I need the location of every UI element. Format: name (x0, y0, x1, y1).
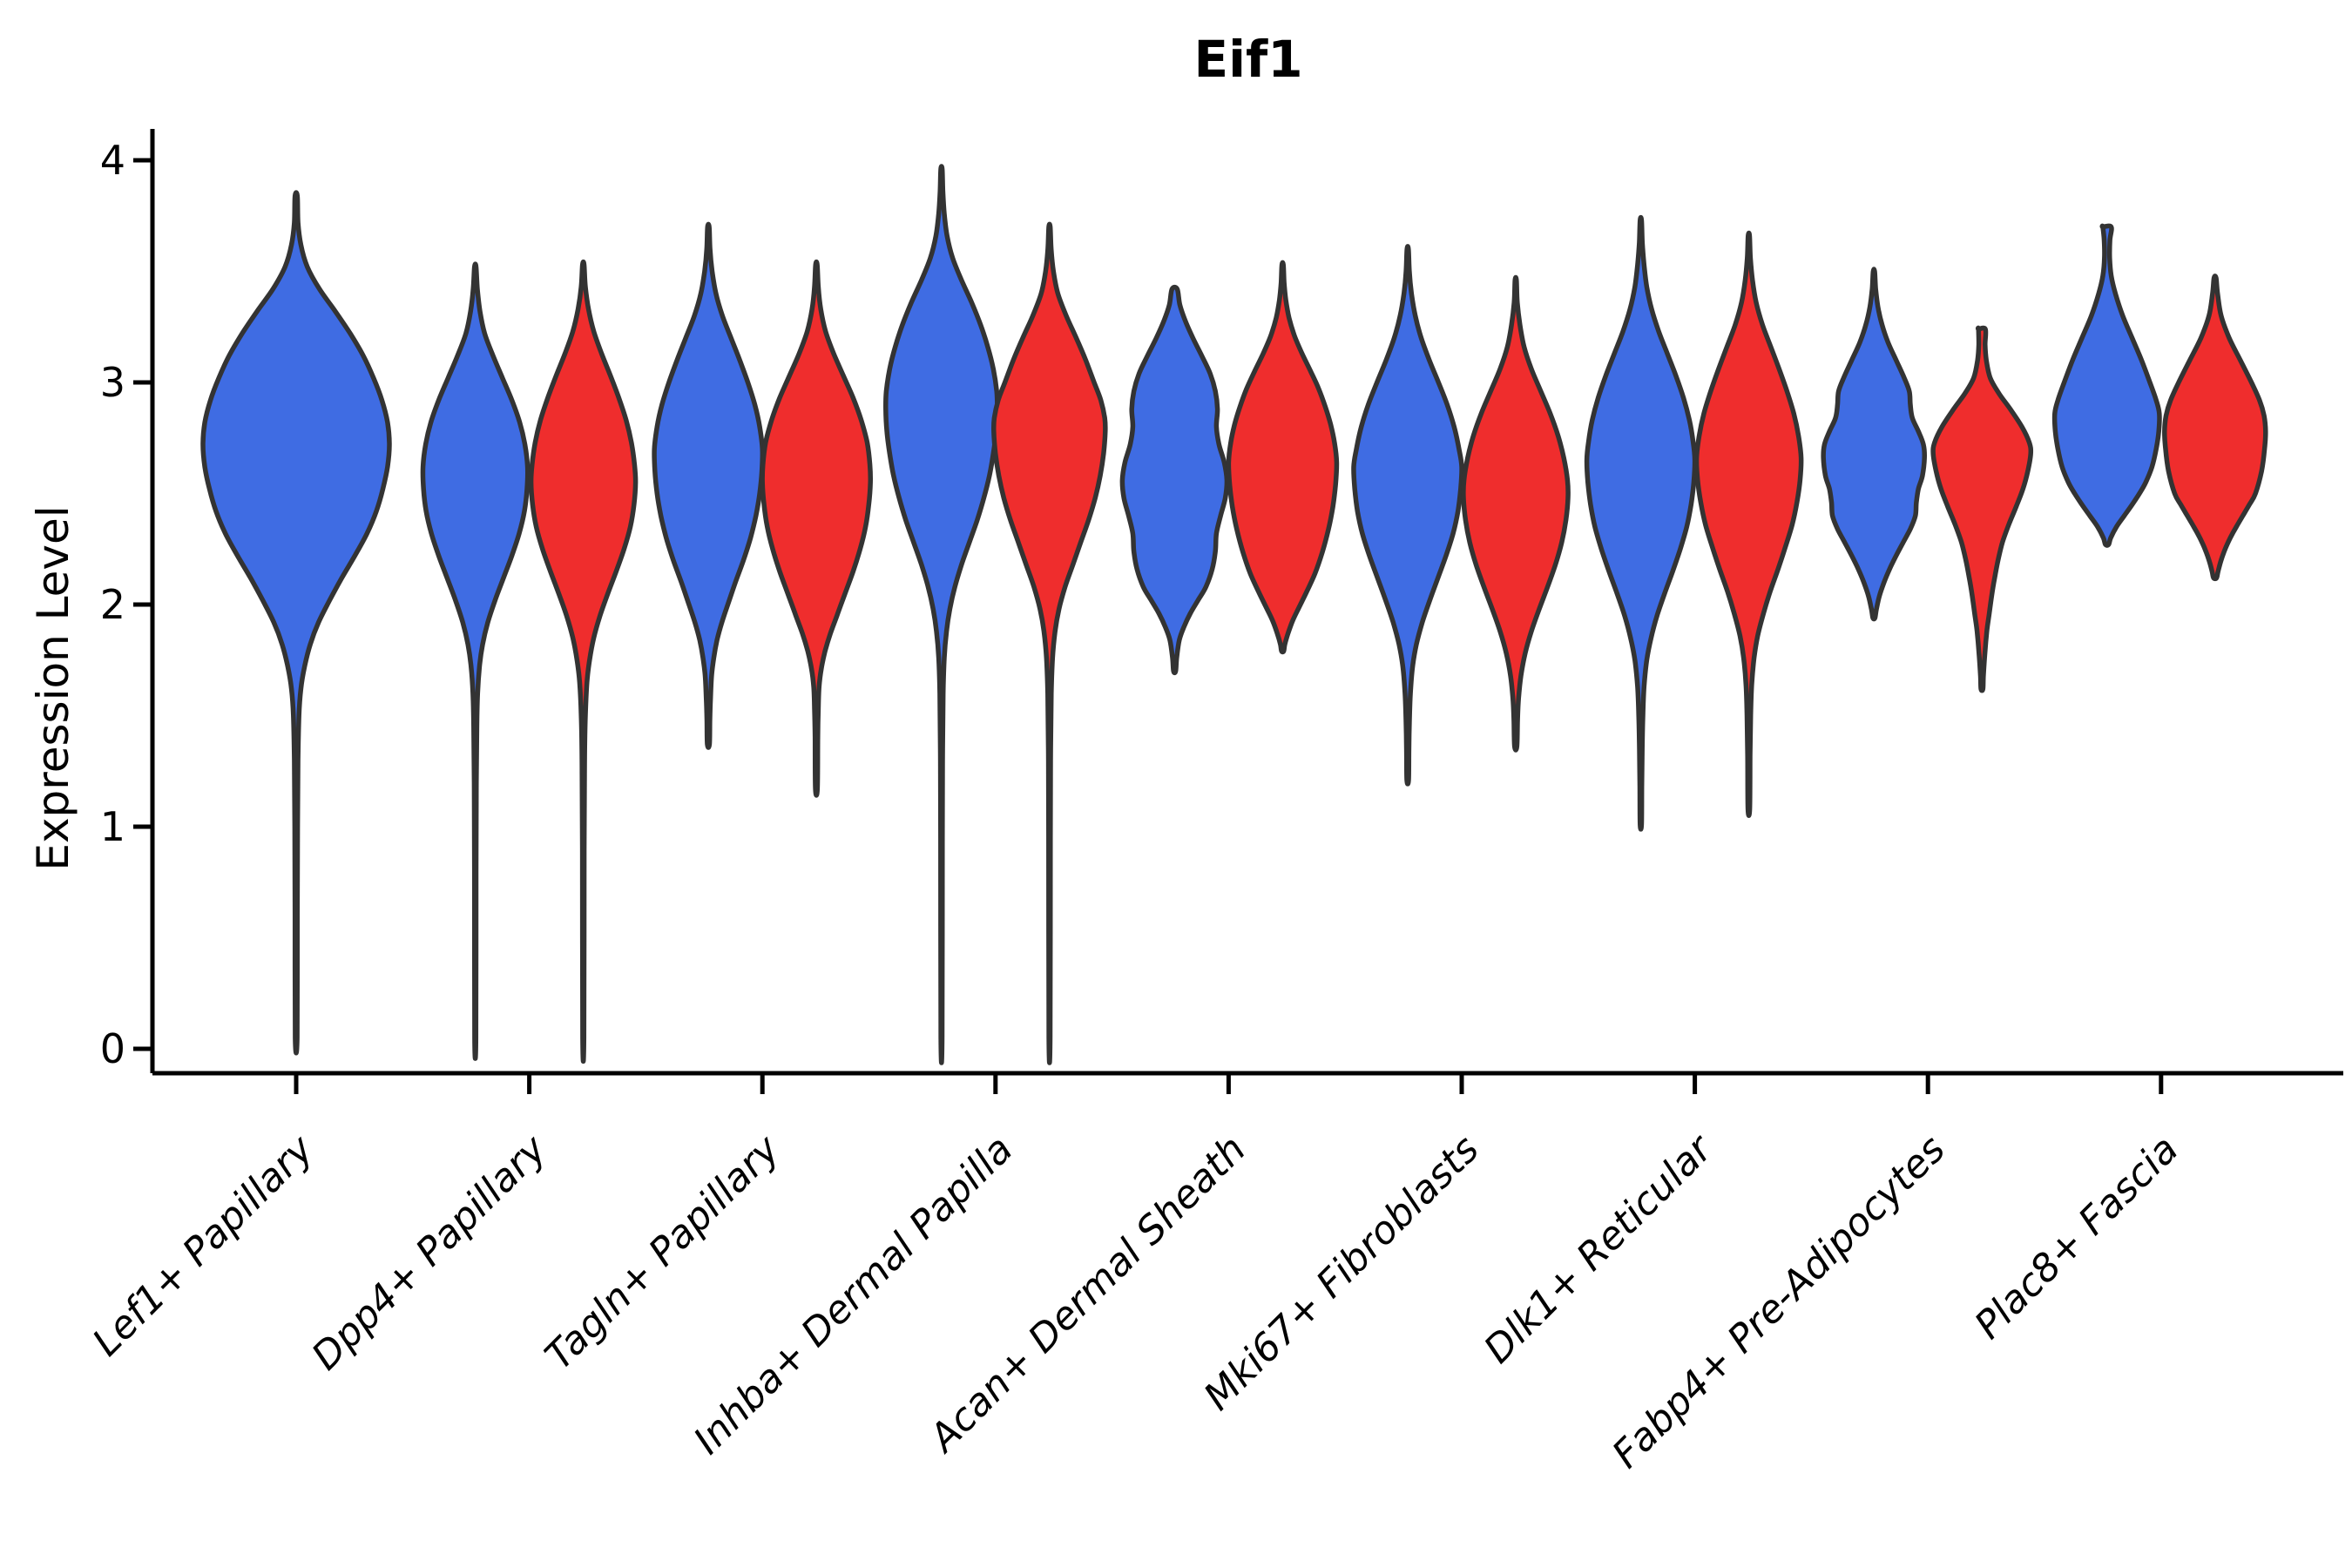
violin-7-red (1930, 325, 2034, 693)
plot-title: Eif1 (1193, 30, 1302, 89)
y-tick-label: 4 (100, 137, 125, 184)
violin-5-red (1461, 274, 1571, 753)
x-tick-label: Plac8+ Fascia (1966, 1127, 2186, 1348)
violins-layer (200, 164, 2268, 1065)
y-tick-label: 1 (100, 803, 125, 850)
y-axis-label: Expression Level (28, 505, 78, 870)
violin-2-red (760, 259, 874, 798)
axes-spines (150, 129, 2343, 1076)
violin-6-red (1693, 230, 1804, 818)
y-tick-label: 0 (100, 1025, 125, 1072)
x-tick-label: Tagln+ Papillary (537, 1126, 788, 1378)
x-tick-label: Lef1+ Papillary (84, 1126, 323, 1365)
violin-4-blue (1119, 284, 1230, 676)
x-tick-label: Dlk1+ Reticular (1476, 1125, 1722, 1372)
violin-0-single (200, 190, 392, 1056)
violin-2-blue (652, 221, 766, 750)
violin-3-red (990, 221, 1108, 1065)
violin-8-red (2162, 274, 2268, 582)
violin-8-blue (2051, 223, 2162, 548)
violin-4-red (1226, 260, 1340, 655)
y-axis-ticks: 0 1 2 3 4 (100, 137, 152, 1072)
x-tick-label: Dpp4+ Papillary (303, 1126, 556, 1379)
violin-7-blue (1821, 267, 1928, 622)
violin-1-blue (420, 261, 531, 1061)
violin-1-red (528, 259, 639, 1064)
violin-6-blue (1584, 214, 1698, 832)
y-tick-label: 2 (100, 581, 125, 628)
y-tick-label: 3 (100, 359, 125, 406)
violin-5-blue (1351, 244, 1464, 787)
violin-3-blue (883, 164, 1000, 1065)
